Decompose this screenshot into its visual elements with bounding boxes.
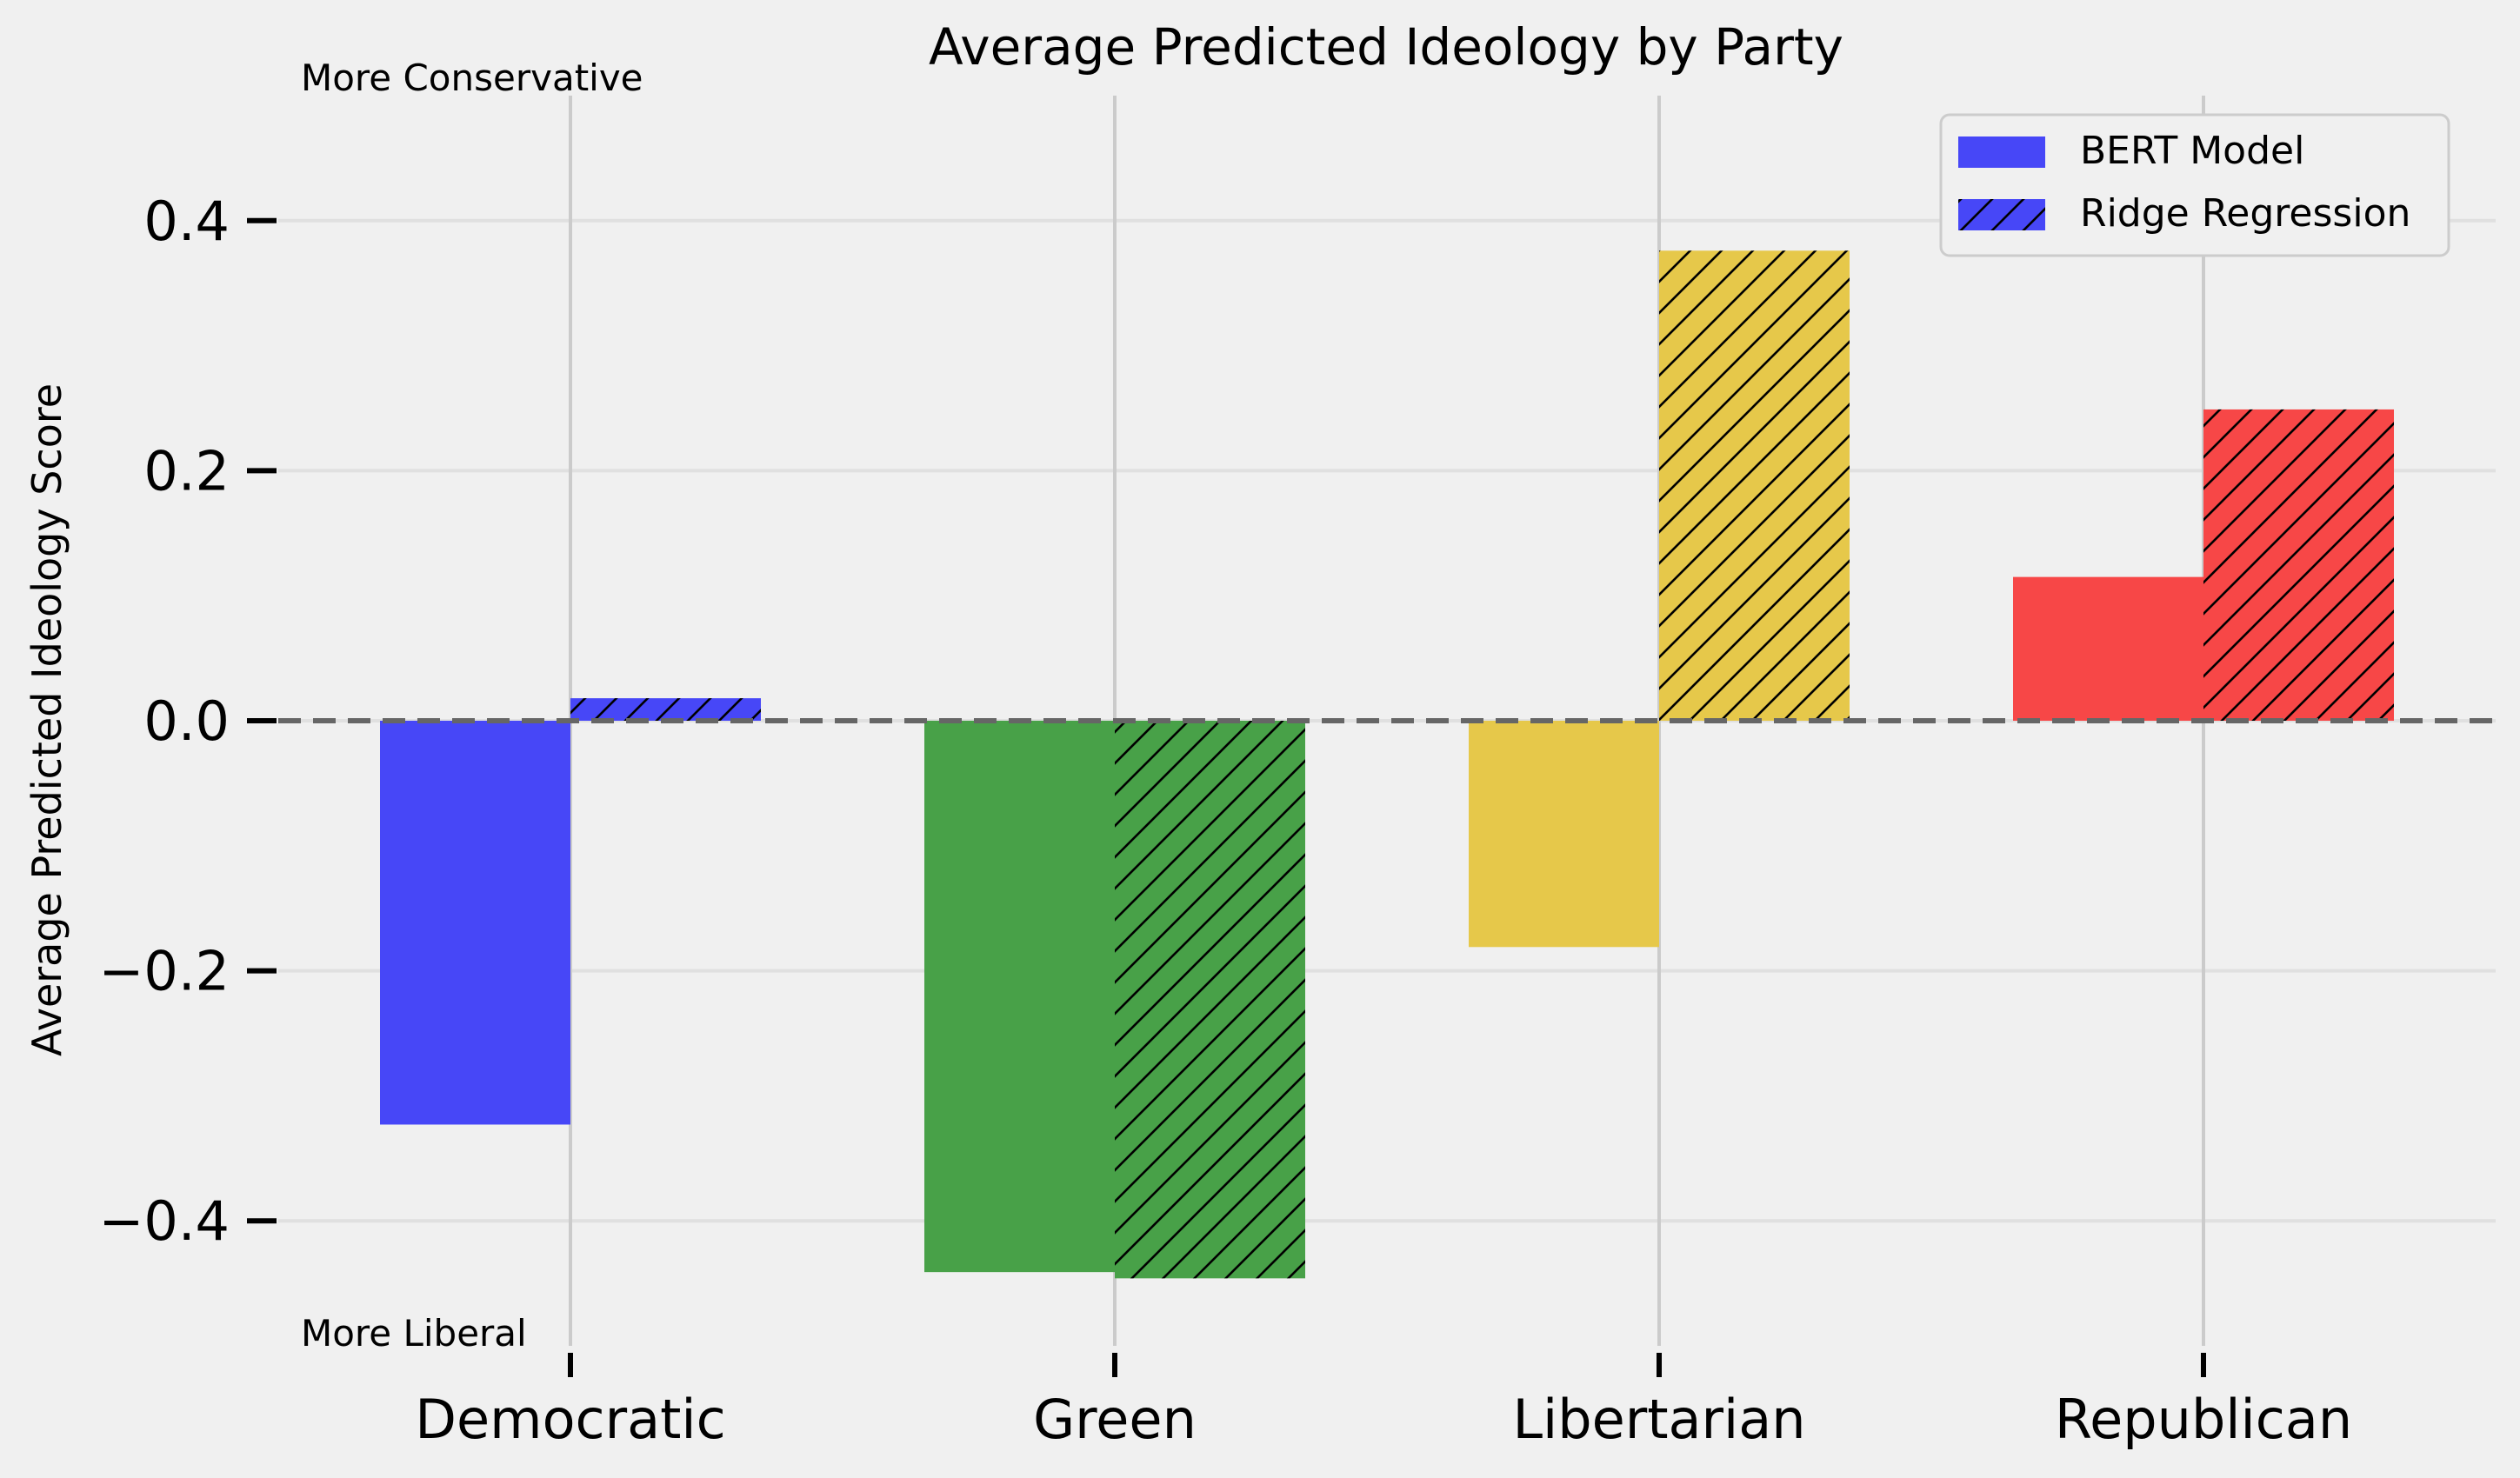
bar-hatch-democratic-ridge-regression bbox=[570, 698, 761, 721]
bar-republican-bert-model bbox=[2013, 576, 2203, 721]
bars bbox=[380, 250, 2394, 1279]
bar-hatch-green-ridge-regression bbox=[1115, 721, 1305, 1279]
y-axis: −0.4 −0.2 0.0 0.2 0.4 bbox=[98, 190, 277, 1253]
x-tick-label-libertarian: Libertarian bbox=[1512, 1388, 1805, 1451]
y-tick-label-3: 0.2 bbox=[143, 439, 230, 503]
y-tick-label-1: −0.2 bbox=[98, 940, 230, 1003]
bar-hatch-republican-ridge-regression bbox=[2203, 409, 2394, 721]
bar-libertarian-bert-model bbox=[1469, 721, 1659, 948]
legend-swatch-bert-model bbox=[1958, 136, 2045, 168]
legend-label-ridge-regression: Ridge Regression bbox=[2080, 191, 2410, 236]
x-tick-label-republican: Republican bbox=[2055, 1388, 2352, 1451]
annotation-more-liberal: More Liberal bbox=[301, 1312, 527, 1355]
y-tick-label-4: 0.4 bbox=[143, 190, 230, 253]
x-tick-label-green: Green bbox=[1033, 1388, 1197, 1451]
legend-swatch-ridge-regression-hatch bbox=[1958, 199, 2045, 230]
chart-title: Average Predicted Ideology by Party bbox=[929, 17, 1843, 77]
annotation-more-conservative: More Conservative bbox=[301, 57, 643, 99]
legend: BERT Model Ridge Regression bbox=[1939, 113, 2450, 257]
legend-frame bbox=[1939, 113, 2450, 257]
y-tick-label-2: 0.0 bbox=[143, 689, 230, 753]
x-axis: Democratic Green Libertarian Republican bbox=[415, 1353, 2352, 1451]
y-tick-label-0: −0.4 bbox=[98, 1189, 230, 1253]
bar-hatch-libertarian-ridge-regression bbox=[1659, 250, 1850, 721]
bar-democratic-bert-model bbox=[380, 721, 570, 1125]
x-tick-label-democratic: Democratic bbox=[415, 1388, 725, 1451]
y-axis-label: Average Predicted Ideology Score bbox=[23, 383, 70, 1056]
legend-label-bert-model: BERT Model bbox=[2080, 129, 2304, 173]
bar-green-bert-model bbox=[924, 721, 1115, 1273]
